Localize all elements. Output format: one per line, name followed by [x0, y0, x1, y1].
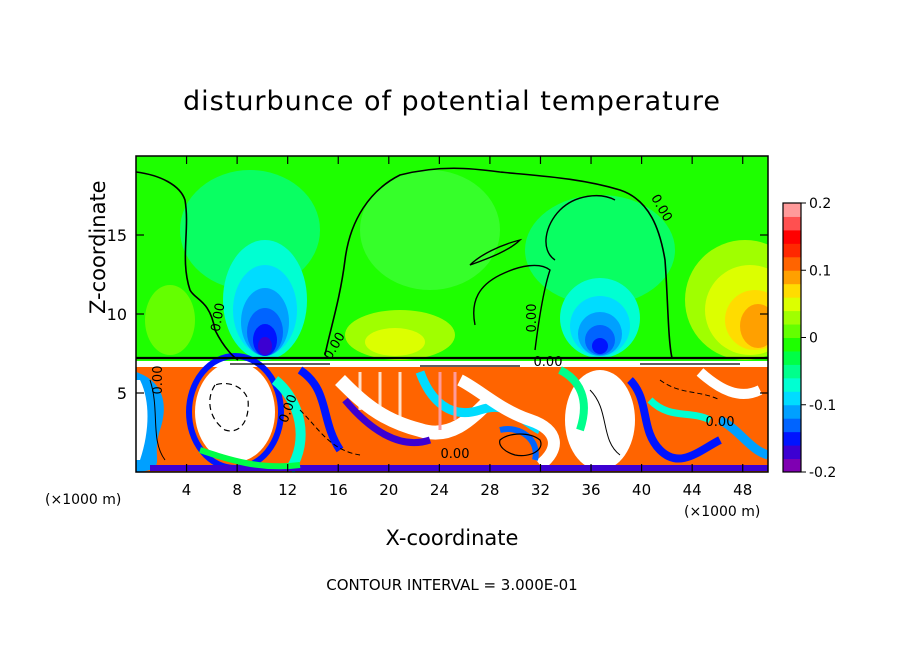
colorbar-swatch: [783, 229, 801, 244]
colorbar-swatch: [783, 310, 801, 325]
x-tick-label: 44: [683, 481, 702, 499]
colorbar-swatch: [783, 458, 801, 473]
colorbar-swatch: [783, 418, 801, 433]
colorbar-swatch: [783, 364, 801, 379]
x-tick-label: 12: [278, 481, 297, 499]
colorbar-swatch: [783, 391, 801, 406]
x-tick-label: 4: [182, 481, 192, 499]
heatmap-field: [136, 156, 768, 472]
colorbar: 0.2 0.1 0 -0.1 -0.2: [782, 196, 836, 481]
colorbar-swatch: [783, 431, 801, 446]
colorbar-swatch: [783, 324, 801, 338]
colorbar-swatch: [783, 243, 801, 258]
colorbar-swatch: [783, 337, 801, 352]
y-axis-label: Z-coordinate: [86, 180, 110, 314]
colorbar-swatch: [783, 445, 801, 460]
x-tick-label: 32: [531, 481, 550, 499]
contour-label: 0.00: [706, 415, 735, 430]
colorbar-swatch: [783, 270, 801, 285]
contour-label: 0.00: [441, 447, 470, 462]
x-scale-note-left: (×1000 m): [45, 492, 122, 508]
x-tick-label: 8: [232, 481, 242, 499]
colorbar-swatch: [783, 377, 801, 392]
x-tick-label: 20: [379, 481, 398, 499]
colorbar-tick-label: -0.2: [809, 465, 836, 481]
chart-title: disturbunce of potential temperature: [183, 86, 721, 117]
colorbar-swatch: [783, 350, 801, 365]
colorbar-swatch: [783, 297, 801, 312]
x-axis-label: X-coordinate: [385, 526, 519, 550]
contour-label: 0.00: [209, 302, 229, 333]
colorbar-swatch: [783, 203, 801, 217]
colorbar-tick-label: 0.2: [809, 196, 831, 212]
x-tick-label: 36: [581, 481, 600, 499]
colorbar-swatch: [783, 216, 801, 231]
contour-label: 0.00: [525, 304, 540, 333]
colorbar-tick-label: 0: [809, 331, 818, 347]
x-tick-label: 24: [430, 481, 449, 499]
x-tick-label: 48: [733, 481, 752, 499]
colorbar-swatch: [783, 283, 801, 298]
y-axis: 5 10 15: [107, 226, 768, 403]
y-tick-label: 5: [117, 384, 127, 403]
x-tick-label: 40: [632, 481, 651, 499]
colorbar-swatch: [783, 404, 801, 419]
x-scale-note-right: (×1000 m): [684, 504, 761, 520]
contour-interval-note: CONTOUR INTERVAL = 3.000E-01: [326, 576, 578, 594]
x-tick-label: 28: [480, 481, 499, 499]
y-tick-label: 15: [107, 226, 127, 245]
x-axis: 4 8 12 16 20 24 28 32 36 40 44 48: [182, 156, 752, 499]
colorbar-tick-label: -0.1: [809, 398, 836, 414]
y-tick-label: 10: [107, 305, 127, 324]
contour-label: 0.00: [534, 355, 563, 370]
x-tick-label: 16: [329, 481, 348, 499]
colorbar-tick-label: 0.1: [809, 263, 831, 279]
contour-label: 0.00: [151, 366, 166, 395]
colorbar-swatch: [783, 256, 801, 271]
